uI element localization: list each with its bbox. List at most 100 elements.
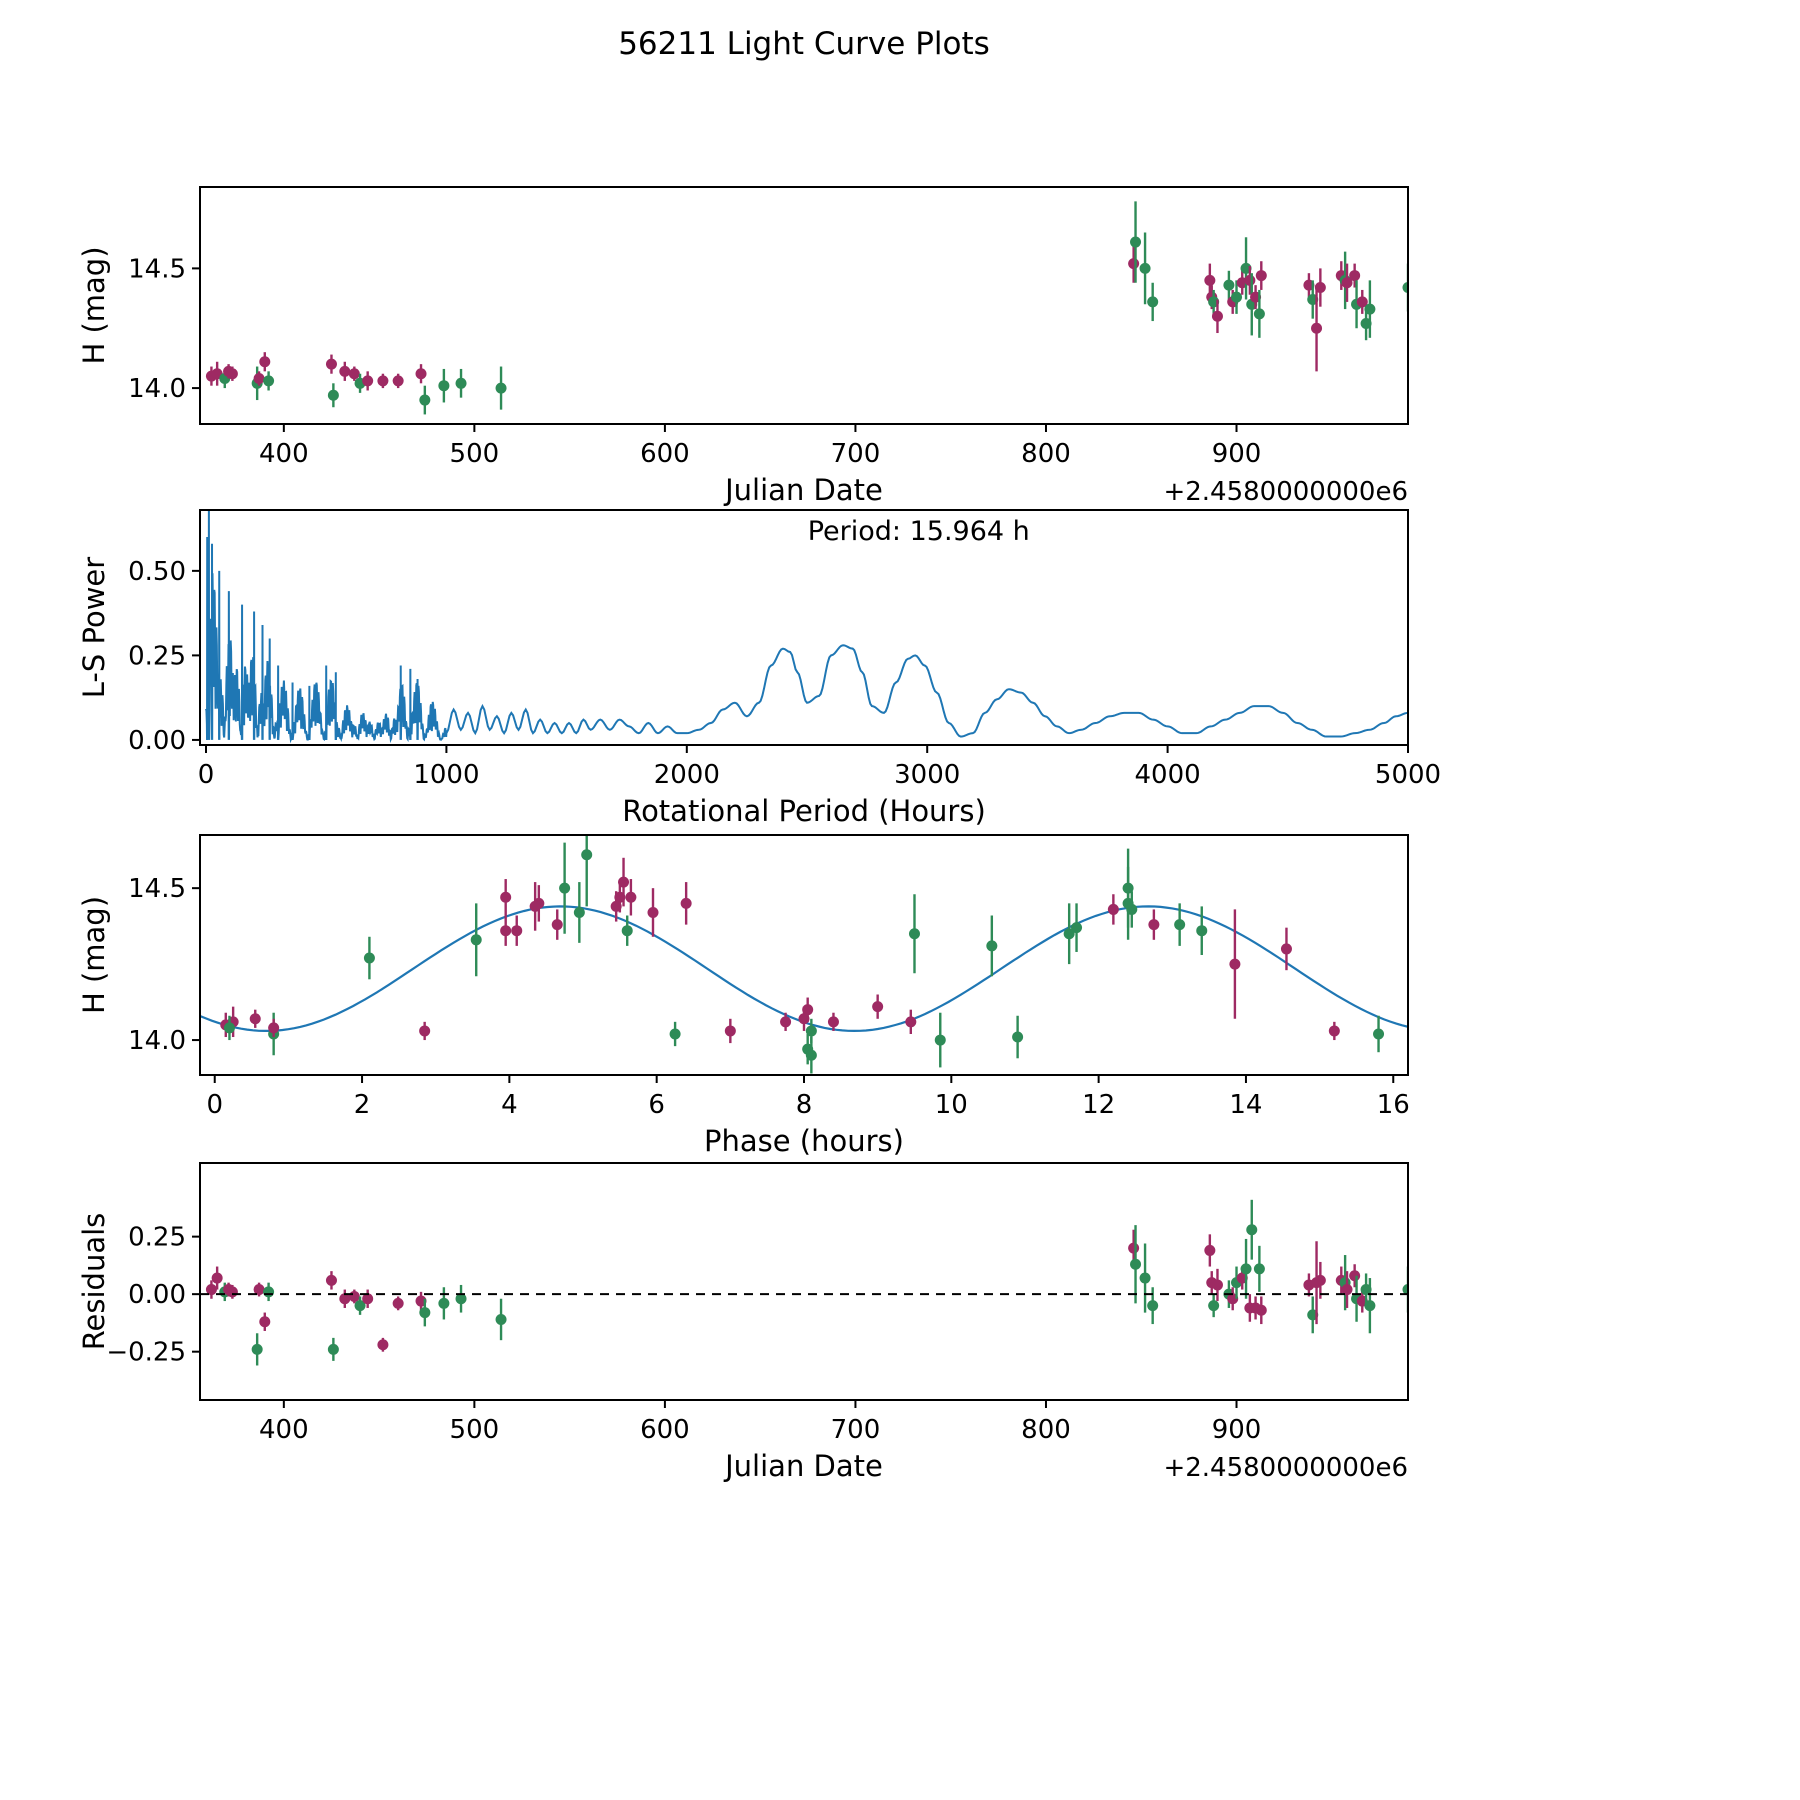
data-point (1341, 1284, 1353, 1296)
data-point (223, 1022, 235, 1034)
data-point (1280, 943, 1292, 955)
x-tick-label: 800 (1021, 1415, 1071, 1445)
data-point (327, 389, 339, 401)
periodogram-axes-frame (199, 509, 1409, 746)
data-point (415, 368, 427, 380)
data-point (1402, 282, 1408, 294)
data-point (1204, 274, 1216, 286)
data-point (581, 849, 593, 861)
phase-axes-frame (199, 834, 1409, 1076)
data-point (1147, 296, 1159, 308)
x-tick-label: 500 (450, 1415, 500, 1445)
data-point (377, 375, 389, 387)
data-point (1223, 279, 1235, 291)
data-point (205, 1284, 217, 1296)
data-point (908, 928, 920, 940)
phase-x-axis-label: Phase (hours) (704, 1124, 904, 1158)
data-point (827, 1016, 839, 1028)
jd-mag-axis-offset-text: +2.4580000000e6 (1163, 477, 1408, 507)
data-point (625, 891, 637, 903)
data-point (363, 952, 375, 964)
chart-title: 56211 Light Curve Plots (618, 26, 990, 62)
x-tick-label: 0 (198, 760, 215, 790)
data-point (1253, 308, 1265, 320)
x-tick-label: 2 (354, 1090, 371, 1120)
x-tick-label: 500 (450, 439, 500, 469)
x-tick-label: 900 (1212, 439, 1262, 469)
data-point (1012, 1031, 1024, 1043)
data-point (495, 382, 507, 394)
x-tick-label: 1000 (413, 760, 479, 790)
residuals-axis-offset-text: +2.4580000000e6 (1163, 1453, 1408, 1483)
data-point (325, 358, 337, 370)
x-tick-label: 14 (1229, 1090, 1262, 1120)
y-tick-label: 14.0 (128, 1026, 186, 1056)
y-tick-label: 14.5 (128, 254, 186, 284)
jd-mag-scatter-points (205, 201, 1408, 415)
data-point (1231, 291, 1243, 303)
data-point (1255, 1304, 1267, 1316)
x-tick-label: 0 (206, 1090, 223, 1120)
x-tick-label: 2000 (654, 760, 720, 790)
x-tick-label: 3000 (894, 760, 960, 790)
data-point (1211, 310, 1223, 322)
x-tick-label: 8 (796, 1090, 813, 1120)
x-tick-label: 10 (935, 1090, 968, 1120)
residuals-axes-frame (199, 1162, 1409, 1401)
data-point (1071, 922, 1083, 934)
data-point (327, 1343, 339, 1355)
data-point (1364, 1300, 1376, 1312)
data-point (263, 1286, 275, 1298)
residuals-y-axis-label: Residuals (77, 1213, 111, 1351)
data-point (798, 1013, 810, 1025)
data-point (1244, 274, 1256, 286)
data-point (1148, 919, 1160, 931)
x-tick-label: 700 (831, 1415, 881, 1445)
jd-mag-data-layer (205, 201, 1408, 415)
data-point (1208, 1300, 1220, 1312)
x-tick-label: 16 (1377, 1090, 1410, 1120)
data-point (500, 891, 512, 903)
x-tick-label: 6 (648, 1090, 665, 1120)
data-point (1139, 1272, 1151, 1284)
data-point (934, 1034, 946, 1046)
data-point (872, 1001, 884, 1013)
data-point (1311, 322, 1323, 334)
data-point (500, 925, 512, 937)
data-point (1364, 303, 1376, 315)
periodogram-x-axis-label: Rotational Period (Hours) (622, 794, 986, 828)
data-point (1328, 1025, 1340, 1037)
data-point (419, 1025, 431, 1037)
jd-mag-y-axis-label: H (mag) (77, 246, 111, 364)
phase-y-axis-label: H (mag) (77, 896, 111, 1014)
x-tick-label: 5000 (1375, 760, 1441, 790)
data-point (226, 368, 238, 380)
data-point (438, 380, 450, 392)
x-tick-label: 12 (1082, 1090, 1115, 1120)
panel-jd-mag: 400 500 600 700 800 900 14.0 14.5 Julian Date H (… (77, 186, 1409, 507)
data-point (551, 919, 563, 931)
y-tick-label: 14.0 (128, 374, 186, 404)
data-point (1128, 1242, 1140, 1254)
data-point (1373, 1028, 1385, 1040)
data-point (392, 1297, 404, 1309)
x-tick-label: 600 (640, 1415, 690, 1445)
jd-mag-x-axis-label: Julian Date (723, 473, 883, 507)
data-point (253, 373, 265, 385)
data-point (1211, 1279, 1223, 1291)
data-point (1128, 258, 1140, 270)
data-point (573, 906, 585, 918)
data-point (362, 375, 374, 387)
data-point (495, 1313, 507, 1325)
data-point (511, 925, 523, 937)
y-tick-label: 0.50 (128, 557, 186, 587)
x-tick-label: 700 (831, 439, 881, 469)
data-point (1402, 1284, 1408, 1296)
data-point (211, 1272, 223, 1284)
periodogram-data-layer (205, 510, 1408, 744)
data-point (1349, 270, 1361, 282)
data-point (259, 356, 271, 368)
residuals-scatter-points (205, 1199, 1408, 1366)
data-point (455, 1293, 467, 1305)
data-point (268, 1022, 280, 1034)
